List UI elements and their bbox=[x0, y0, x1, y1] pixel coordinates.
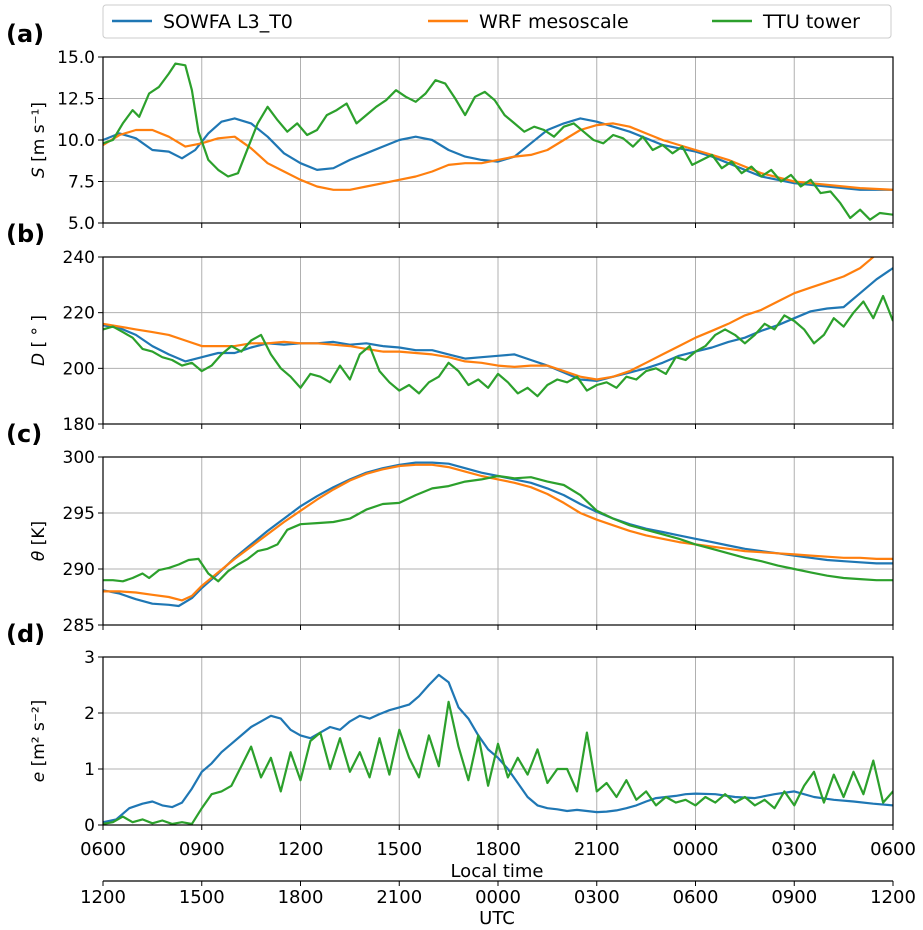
series-group-c bbox=[103, 461, 893, 608]
series-group-a bbox=[103, 62, 893, 221]
local-tick-label: 0600 bbox=[80, 839, 126, 860]
ytick-label-d: 2 bbox=[84, 704, 95, 724]
ytick-label-a: 12.5 bbox=[57, 90, 95, 110]
ytick-label-b: 180 bbox=[63, 415, 95, 435]
ytick-label-c: 290 bbox=[63, 560, 95, 580]
series-line-sowfa-l3-t0-d bbox=[103, 673, 893, 824]
utc-tick-label: 0300 bbox=[574, 887, 620, 908]
series-line-sowfa-l3-t0-b bbox=[103, 267, 893, 382]
ytick-label-a: 10.0 bbox=[57, 131, 95, 151]
series-line-ttu-tower-a bbox=[103, 62, 893, 221]
series-line-ttu-tower-d bbox=[103, 700, 893, 825]
panel-label-b: (b) bbox=[6, 220, 45, 248]
series-line-sowfa-l3-t0-a bbox=[103, 117, 893, 191]
panel-d: 0 1 2 3 (d) e [m² s⁻²] bbox=[6, 620, 894, 836]
series-line-wrf-mesoscale-b bbox=[103, 257, 875, 381]
panel-a: 5.0 7.5 10.0 12.5 15.0 (a) S [m s⁻¹] bbox=[6, 20, 894, 234]
panel-b: 180 200 220 240 (b) D [ ° ] bbox=[6, 220, 894, 435]
utc-tick-label: 1200 bbox=[870, 887, 916, 908]
local-time-label: Local time bbox=[450, 861, 543, 882]
legend-label-sowfa: SOWFA L3_T0 bbox=[163, 11, 293, 33]
utc-tick-label: 1800 bbox=[278, 887, 324, 908]
ytick-label-b: 220 bbox=[63, 304, 95, 324]
ytick-label-c: 285 bbox=[63, 616, 95, 636]
axes-frame-a bbox=[102, 56, 894, 224]
ytick-label-d: 0 bbox=[84, 816, 95, 836]
ytick-label-d: 3 bbox=[84, 648, 95, 668]
legend-label-ttu: TTU tower bbox=[762, 11, 860, 33]
local-tick-label: 1800 bbox=[475, 839, 521, 860]
ytick-label-a: 5.0 bbox=[68, 214, 95, 234]
local-tick-label: 0600 bbox=[870, 839, 916, 860]
panel-label-d: (d) bbox=[6, 620, 45, 648]
series-line-ttu-tower-b bbox=[103, 294, 893, 398]
utc-axis: 1200 1500 1800 2100 0000 0300 0600 0900 1200 bbox=[80, 880, 916, 908]
local-tick-label: 1500 bbox=[376, 839, 422, 860]
local-tick-label: 0000 bbox=[673, 839, 719, 860]
ytick-label-a: 15.0 bbox=[57, 48, 95, 68]
utc-tick-label: 1500 bbox=[179, 887, 225, 908]
ylabel-b: D [ ° ] bbox=[29, 315, 49, 366]
utc-tick-label: 0000 bbox=[475, 887, 521, 908]
series-group-b bbox=[103, 257, 893, 398]
panel-label-a: (a) bbox=[6, 20, 44, 48]
ytick-label-b: 240 bbox=[63, 248, 95, 268]
axes-frame-d bbox=[102, 656, 894, 826]
ylabel-d: e [m² s⁻²] bbox=[29, 700, 49, 783]
panel-c: 285 290 295 300 (c) θ [K] bbox=[6, 420, 894, 636]
series-line-wrf-mesoscale-a bbox=[103, 122, 893, 191]
axes-frame-c bbox=[102, 456, 894, 626]
ytick-label-a: 7.5 bbox=[68, 173, 95, 193]
ytick-label-b: 200 bbox=[63, 359, 95, 379]
utc-tick-label: 0900 bbox=[771, 887, 817, 908]
utc-tick-label: 2100 bbox=[376, 887, 422, 908]
series-line-ttu-tower-c bbox=[103, 474, 893, 583]
ytick-label-c: 300 bbox=[63, 448, 95, 468]
local-time-axis: 0600 0900 1200 1500 1800 2100 0000 0300 0600 bbox=[80, 839, 916, 860]
local-tick-label: 0300 bbox=[771, 839, 817, 860]
legend-frame bbox=[102, 4, 892, 39]
utc-tick-label: 1200 bbox=[80, 887, 126, 908]
local-tick-label: 2100 bbox=[574, 839, 620, 860]
ytick-label-c: 295 bbox=[63, 504, 95, 524]
local-tick-label: 0900 bbox=[179, 839, 225, 860]
utc-label: UTC bbox=[479, 908, 515, 929]
ylabel-c: θ [K] bbox=[29, 521, 49, 561]
ylabel-a: S [m s⁻¹] bbox=[29, 102, 49, 178]
local-tick-label: 1200 bbox=[278, 839, 324, 860]
series-group-d bbox=[103, 673, 893, 825]
axes-frame-b bbox=[102, 256, 894, 425]
legend: SOWFA L3_T0 WRF mesoscale TTU tower bbox=[102, 4, 892, 39]
ytick-label-d: 1 bbox=[84, 760, 95, 780]
legend-label-wrf: WRF mesoscale bbox=[479, 11, 629, 33]
utc-tick-label: 0600 bbox=[673, 887, 719, 908]
panel-label-c: (c) bbox=[6, 420, 42, 448]
